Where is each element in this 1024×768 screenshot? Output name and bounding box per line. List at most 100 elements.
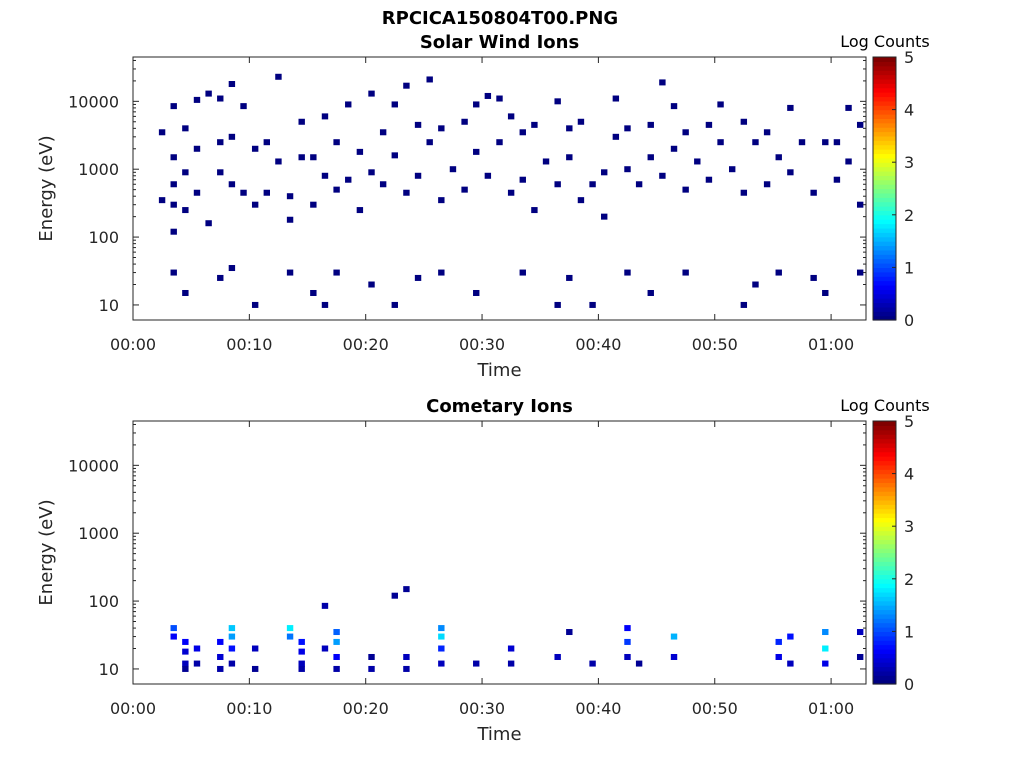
- colorbar-tick-label: 3: [904, 517, 914, 536]
- data-cell: [554, 98, 561, 105]
- data-cell: [589, 660, 596, 667]
- colorbar-segment: [873, 197, 896, 203]
- data-cell: [193, 145, 201, 152]
- y-tick-label: 10: [99, 296, 119, 315]
- colorbar-segment: [873, 206, 896, 212]
- data-cell: [228, 645, 236, 652]
- data-cell: [275, 158, 282, 165]
- colorbar-segment: [873, 96, 896, 102]
- data-cell: [217, 169, 224, 176]
- colorbar-segment: [873, 105, 896, 111]
- data-cell: [286, 625, 294, 632]
- colorbar-segment: [873, 311, 896, 317]
- colorbar-segment: [873, 236, 896, 242]
- data-cell: [787, 660, 794, 667]
- data-cell: [438, 645, 445, 652]
- data-cell: [286, 269, 294, 276]
- colorbar-segment: [873, 263, 896, 268]
- data-cell: [822, 660, 829, 667]
- data-cell: [845, 104, 852, 111]
- colorbar-segment: [873, 627, 896, 632]
- data-cell: [484, 172, 492, 179]
- data-cell: [286, 633, 294, 640]
- colorbar-segment: [873, 530, 896, 536]
- colorbar-segment: [873, 662, 896, 668]
- colorbar-segment: [873, 591, 896, 597]
- data-cell: [775, 154, 782, 161]
- x-tick-label: 01:00: [808, 335, 854, 354]
- data-cell: [577, 118, 585, 125]
- y-axis-label: Energy (eV): [36, 135, 57, 241]
- colorbar-segment: [873, 162, 896, 168]
- data-cell: [391, 152, 398, 159]
- data-cell: [845, 158, 852, 165]
- data-cell: [321, 645, 329, 652]
- data-cell: [403, 189, 410, 196]
- data-cell: [589, 181, 596, 188]
- data-cell: [217, 274, 224, 281]
- colorbar-segment: [873, 140, 896, 146]
- colorbar-segment: [873, 613, 896, 619]
- colorbar-segment: [873, 188, 896, 194]
- colorbar-segment: [873, 622, 896, 628]
- data-cell: [251, 201, 259, 208]
- colorbar-segment: [873, 513, 896, 519]
- data-cell: [182, 660, 189, 667]
- colorbar-segment: [873, 271, 896, 277]
- data-cell: [810, 274, 817, 281]
- data-cell: [566, 274, 573, 281]
- data-cell: [740, 118, 748, 125]
- data-cell: [321, 172, 329, 179]
- colorbar-segment: [873, 565, 896, 571]
- data-cell: [612, 95, 620, 102]
- colorbar-segment: [873, 254, 896, 260]
- data-cell: [728, 166, 736, 173]
- data-cell: [182, 638, 189, 645]
- x-axis-label: Time: [476, 724, 521, 745]
- data-cell: [286, 193, 294, 200]
- data-cell: [775, 653, 782, 660]
- colorbar-tick-label: 3: [904, 153, 914, 172]
- colorbar-segment: [873, 600, 896, 606]
- colorbar-segment: [873, 166, 896, 172]
- data-cell: [333, 139, 340, 146]
- colorbar-segment: [873, 460, 896, 466]
- data-cell: [496, 95, 503, 102]
- data-cell: [193, 96, 201, 103]
- data-cell: [182, 648, 189, 655]
- data-cell: [333, 269, 340, 276]
- data-cell: [368, 653, 375, 660]
- data-cell: [717, 139, 724, 146]
- data-cell: [251, 645, 259, 652]
- colorbar-segment: [873, 666, 896, 672]
- plot-area: [132, 420, 867, 685]
- colorbar-segment: [873, 61, 896, 67]
- colorbar-segment: [873, 552, 896, 558]
- data-cell: [670, 103, 678, 110]
- data-cell: [624, 625, 631, 632]
- data-cell: [787, 104, 794, 111]
- data-cell: [566, 125, 573, 132]
- data-cell: [426, 139, 433, 146]
- data-cell: [182, 125, 189, 132]
- colorbar-segment: [873, 578, 896, 584]
- data-cell: [228, 181, 236, 188]
- data-cell: [822, 645, 829, 652]
- data-cell: [217, 665, 224, 672]
- colorbar-segment: [873, 214, 896, 220]
- data-cell: [822, 139, 829, 146]
- data-cell: [763, 181, 771, 188]
- colorbar-segment: [873, 596, 896, 602]
- colorbar-segment: [873, 113, 896, 119]
- data-cell: [170, 269, 177, 276]
- data-cell: [182, 665, 189, 672]
- data-cell: [647, 289, 654, 296]
- data-cell: [566, 629, 573, 636]
- y-tick-label: 10: [99, 660, 119, 679]
- colorbar-segment: [873, 109, 896, 115]
- data-cell: [438, 633, 445, 640]
- data-cell: [752, 139, 759, 146]
- colorbar-segment: [873, 57, 896, 62]
- data-cell: [763, 129, 771, 136]
- data-cell: [170, 154, 177, 161]
